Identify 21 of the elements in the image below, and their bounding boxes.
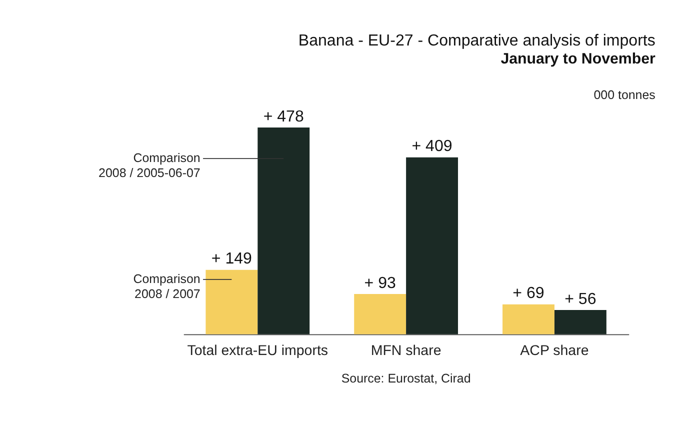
bar	[406, 157, 458, 334]
chart-subtitle: January to November	[500, 50, 656, 68]
bar	[258, 128, 310, 334]
data-label: + 56	[564, 290, 596, 308]
bar	[554, 310, 606, 334]
bar	[354, 294, 406, 334]
bar	[206, 270, 258, 334]
series-label: Comparison 2008 / 2007	[133, 272, 200, 302]
text: Comparison 2008 / 2005-06-07	[98, 151, 200, 180]
x-tick-label: Total extra-EU imports	[187, 343, 328, 360]
x-tick-label: MFN share	[370, 343, 442, 360]
x-tick-label: ACP share	[520, 343, 589, 360]
data-label: + 478	[263, 107, 304, 126]
data-label: + 409	[412, 137, 452, 156]
chart-title: Banana - EU-27 - Comparative analysis of imports	[298, 32, 656, 50]
bar	[502, 304, 554, 334]
y-axis-title: 000 tonnes	[594, 88, 656, 102]
data-label: + 69	[512, 284, 544, 302]
data-label: + 93	[364, 274, 396, 292]
data-label: + 149	[211, 250, 252, 268]
source-note: Source: Eurostat, Cirad	[341, 371, 471, 386]
